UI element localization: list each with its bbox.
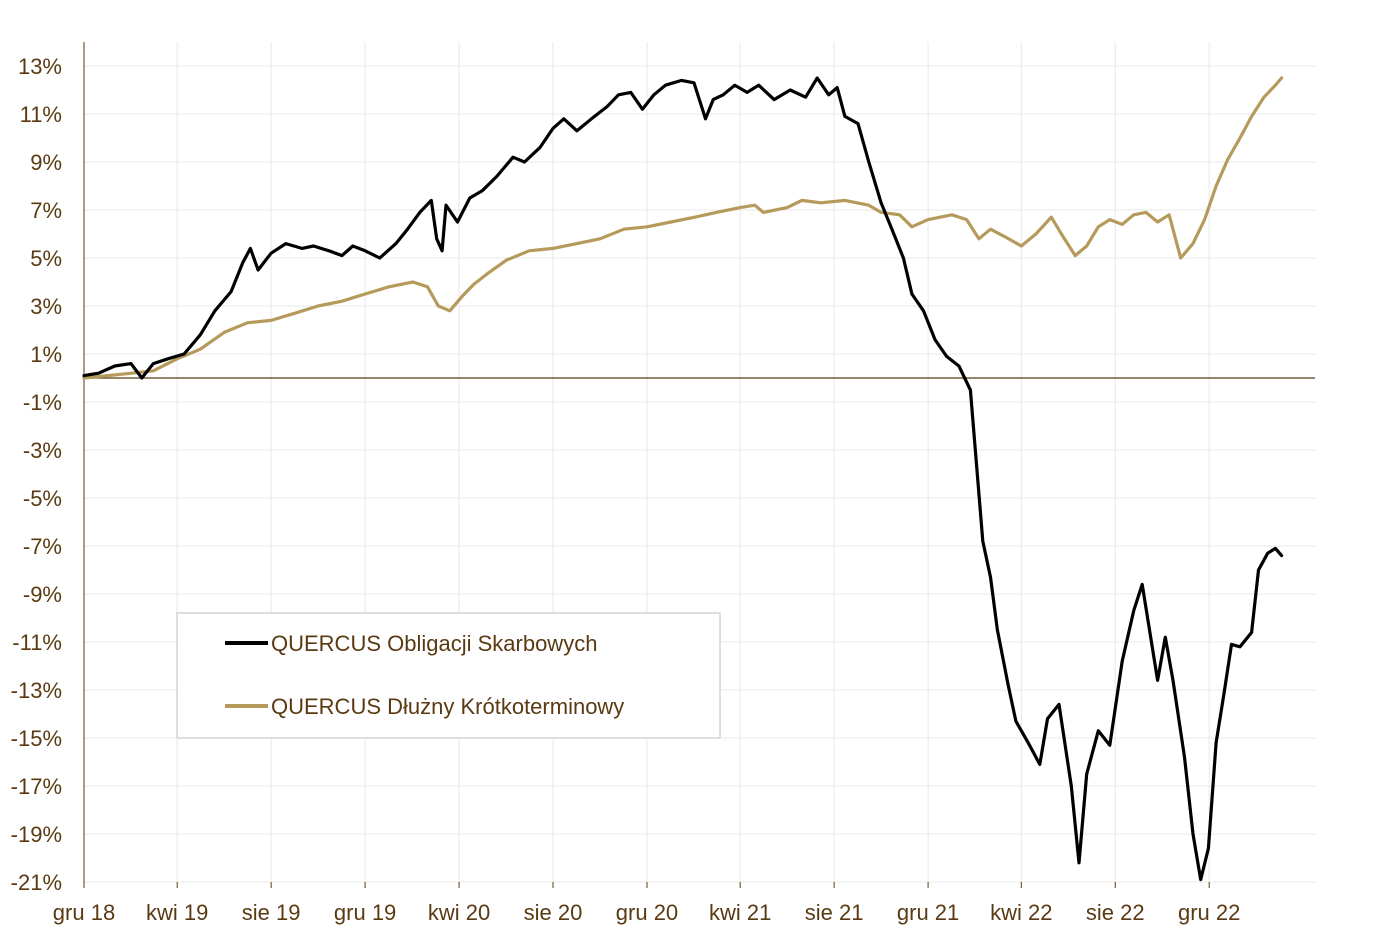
x-tick-label-gru-22: gru 22 xyxy=(1178,900,1240,925)
y-tick-label-1pct: -1% xyxy=(23,390,62,415)
y-tick-label-11pct: 11% xyxy=(20,102,62,127)
y-tick-label-1pct: 1% xyxy=(30,342,62,367)
x-axis: gru 18 kwi 19 sie 19 gru 19 kwi 20 sie 20 gru … xyxy=(53,377,1315,925)
x-tick-label-kwi-19: kwi 19 xyxy=(146,900,208,925)
y-tick-label-7pct: 7% xyxy=(30,198,62,223)
x-tick-label-kwi-22: kwi 22 xyxy=(990,900,1052,925)
series-lines xyxy=(82,76,1284,882)
y-tick-label-17pct: -17% xyxy=(11,774,62,799)
y-tick-label-5pct: -5% xyxy=(23,486,62,511)
legend-label-quercus-obligacji-skarbowych: QUERCUS Obligacji Skarbowych xyxy=(271,631,597,656)
y-tick-label-21pct: -21% xyxy=(11,870,62,895)
y-axis: 13% 11% 9% 7% 5% 3% 1% -1% -3% -5% -7% -9% -11% -13% -… xyxy=(11,42,85,895)
series-line-quercus-d-u-ny-kr-tkoterminowy xyxy=(82,76,1284,380)
x-tick-label-sie-19: sie 19 xyxy=(242,900,301,925)
grid-lines xyxy=(83,42,1315,883)
series-line-quercus-obligacji-skarbowych xyxy=(82,76,1284,882)
legend: QUERCUS Obligacji Skarbowych QUERCUS Dłu… xyxy=(176,612,721,739)
x-tick-label-gru-20: gru 20 xyxy=(616,900,678,925)
x-tick-label-gru-19: gru 19 xyxy=(334,900,396,925)
y-tick-label-7pct: -7% xyxy=(23,534,62,559)
y-tick-label-15pct: -15% xyxy=(11,726,62,751)
y-tick-label-13pct: 13% xyxy=(18,54,62,79)
legend-label-quercus-dluzny-krotkoterminowy: QUERCUS Dłużny Krótkoterminowy xyxy=(271,694,624,719)
x-tick-label-gru-18: gru 18 xyxy=(53,900,115,925)
y-tick-label-9pct: -9% xyxy=(23,582,62,607)
legend-box xyxy=(176,612,721,739)
y-tick-label-19pct: -19% xyxy=(11,822,62,847)
y-tick-label-9pct: 9% xyxy=(30,150,62,175)
y-tick-label-3pct: 3% xyxy=(30,294,62,319)
y-tick-label-5pct: 5% xyxy=(30,246,62,271)
x-tick-label-gru-21: gru 21 xyxy=(897,900,959,925)
y-tick-label-13pct: -13% xyxy=(11,678,62,703)
x-tick-label-kwi-21: kwi 21 xyxy=(709,900,771,925)
y-tick-label-3pct: -3% xyxy=(23,438,62,463)
x-tick-label-sie-22: sie 22 xyxy=(1086,900,1145,925)
x-tick-label-sie-20: sie 20 xyxy=(524,900,583,925)
y-tick-label-11pct: -11% xyxy=(12,630,62,655)
x-tick-label-sie-21: sie 21 xyxy=(805,900,864,925)
x-tick-label-kwi-20: kwi 20 xyxy=(428,900,490,925)
